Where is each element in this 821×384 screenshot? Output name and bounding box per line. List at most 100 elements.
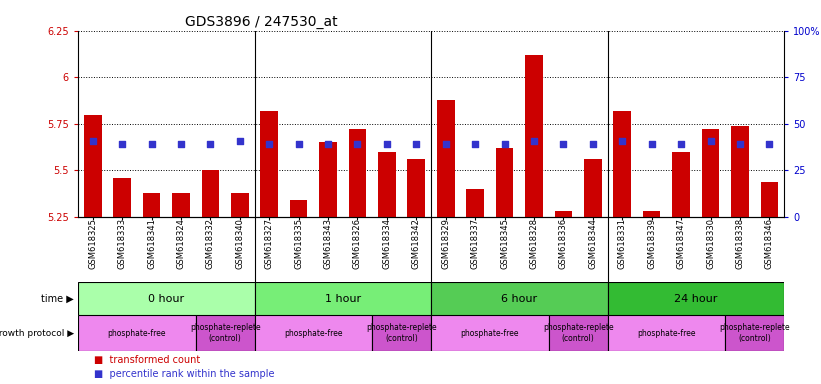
Text: GSM618325: GSM618325 — [88, 218, 97, 269]
Bar — [290, 200, 308, 217]
Text: GSM618338: GSM618338 — [736, 218, 745, 270]
Text: GSM618330: GSM618330 — [706, 218, 715, 269]
Point — [145, 141, 158, 147]
Bar — [255, 282, 431, 315]
Text: GSM618326: GSM618326 — [353, 218, 362, 269]
Point — [351, 141, 364, 147]
Bar — [113, 178, 131, 217]
Text: GSM618341: GSM618341 — [147, 218, 156, 269]
Point — [292, 141, 305, 147]
Bar — [466, 189, 484, 217]
Text: ■  percentile rank within the sample: ■ percentile rank within the sample — [94, 369, 275, 379]
Bar — [760, 182, 778, 217]
Point — [233, 137, 246, 144]
Bar — [78, 315, 195, 351]
Bar — [608, 315, 725, 351]
Text: phosphate-replete
(control): phosphate-replete (control) — [366, 323, 437, 343]
Bar — [378, 152, 396, 217]
Bar — [195, 315, 255, 351]
Text: 0 hour: 0 hour — [148, 293, 185, 304]
Bar — [84, 114, 102, 217]
Bar — [548, 315, 608, 351]
Text: GSM618335: GSM618335 — [294, 218, 303, 269]
Bar — [702, 129, 719, 217]
Point — [675, 141, 688, 147]
Bar — [608, 282, 784, 315]
Point — [204, 141, 217, 147]
Point — [116, 141, 129, 147]
Text: phosphate-replete
(control): phosphate-replete (control) — [543, 323, 613, 343]
Text: GSM618343: GSM618343 — [323, 218, 333, 269]
Text: GSM618347: GSM618347 — [677, 218, 686, 269]
Text: GSM618333: GSM618333 — [117, 218, 126, 270]
Text: GDS3896 / 247530_at: GDS3896 / 247530_at — [185, 15, 337, 29]
Bar — [231, 193, 249, 217]
Text: GSM618344: GSM618344 — [589, 218, 598, 269]
Text: GSM618332: GSM618332 — [206, 218, 215, 269]
Bar — [525, 55, 543, 217]
Bar — [555, 211, 572, 217]
Bar — [725, 315, 784, 351]
Text: phosphate-free: phosphate-free — [637, 329, 695, 338]
Text: phosphate-free: phosphate-free — [284, 329, 342, 338]
Bar — [372, 315, 431, 351]
Point — [733, 141, 746, 147]
Text: phosphate-free: phosphate-free — [108, 329, 166, 338]
Text: phosphate-replete
(control): phosphate-replete (control) — [190, 323, 260, 343]
Bar — [431, 315, 548, 351]
Bar — [202, 170, 219, 217]
Text: GSM618329: GSM618329 — [441, 218, 450, 269]
Text: GSM618331: GSM618331 — [617, 218, 626, 269]
Point — [439, 141, 452, 147]
Text: growth protocol ▶: growth protocol ▶ — [0, 329, 74, 338]
Point — [645, 141, 658, 147]
Point — [322, 141, 335, 147]
Text: ■  transformed count: ■ transformed count — [94, 355, 200, 365]
Text: GSM618327: GSM618327 — [264, 218, 273, 269]
Bar — [613, 111, 631, 217]
Text: 1 hour: 1 hour — [324, 293, 361, 304]
Point — [763, 141, 776, 147]
Text: 24 hour: 24 hour — [674, 293, 718, 304]
Text: time ▶: time ▶ — [41, 293, 74, 304]
Bar — [584, 159, 602, 217]
Bar — [260, 111, 278, 217]
Bar — [255, 315, 372, 351]
Point — [557, 141, 570, 147]
Text: GSM618334: GSM618334 — [383, 218, 392, 269]
Point — [704, 137, 717, 144]
Bar — [349, 129, 366, 217]
Point — [263, 141, 276, 147]
Text: GSM618336: GSM618336 — [559, 218, 568, 270]
Text: GSM618340: GSM618340 — [236, 218, 245, 269]
Point — [380, 141, 393, 147]
Point — [586, 141, 599, 147]
Text: phosphate-replete
(control): phosphate-replete (control) — [719, 323, 790, 343]
Text: GSM618346: GSM618346 — [765, 218, 774, 269]
Text: GSM618345: GSM618345 — [500, 218, 509, 269]
Bar — [431, 282, 608, 315]
Point — [174, 141, 187, 147]
Text: GSM618328: GSM618328 — [530, 218, 539, 269]
Bar — [172, 193, 190, 217]
Point — [616, 137, 629, 144]
Bar — [496, 148, 513, 217]
Bar — [78, 282, 255, 315]
Bar — [437, 99, 455, 217]
Text: 6 hour: 6 hour — [501, 293, 538, 304]
Text: phosphate-free: phosphate-free — [461, 329, 519, 338]
Point — [498, 141, 511, 147]
Point — [469, 141, 482, 147]
Bar — [407, 159, 425, 217]
Bar — [643, 211, 661, 217]
Bar — [731, 126, 749, 217]
Text: GSM618339: GSM618339 — [647, 218, 656, 269]
Text: GSM618337: GSM618337 — [470, 218, 479, 270]
Bar — [672, 152, 690, 217]
Bar — [143, 193, 160, 217]
Text: GSM618342: GSM618342 — [412, 218, 421, 269]
Text: GSM618324: GSM618324 — [177, 218, 186, 269]
Point — [527, 137, 540, 144]
Point — [410, 141, 423, 147]
Point — [86, 137, 99, 144]
